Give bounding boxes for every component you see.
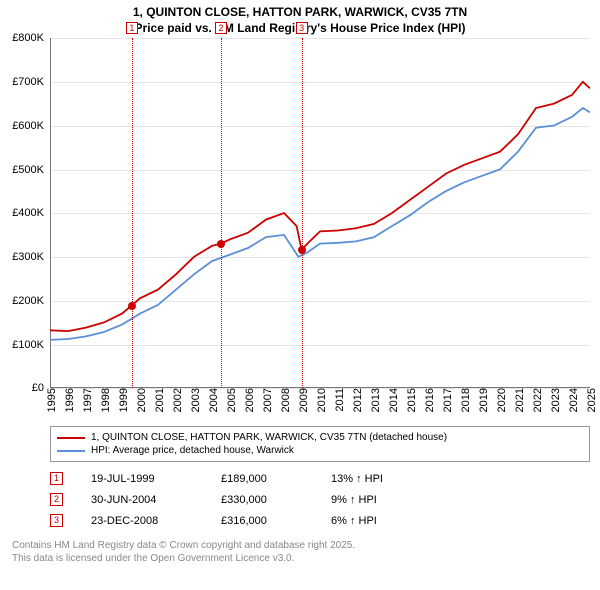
event-dot-2 bbox=[217, 240, 225, 248]
x-tick-label: 2009 bbox=[294, 388, 310, 412]
y-tick-label: £800K bbox=[12, 32, 44, 44]
legend-swatch-property bbox=[57, 437, 85, 439]
legend-label-hpi: HPI: Average price, detached house, Warw… bbox=[91, 445, 294, 456]
event-vline-1 bbox=[132, 38, 133, 388]
event-row-price: £316,000 bbox=[221, 515, 331, 527]
legend-label-property: 1, QUINTON CLOSE, HATTON PARK, WARWICK, … bbox=[91, 432, 447, 443]
x-tick-label: 2005 bbox=[222, 388, 238, 412]
x-tick-label: 2016 bbox=[420, 388, 436, 412]
footer-line-2: This data is licensed under the Open Gov… bbox=[12, 552, 590, 565]
x-tick-label: 2025 bbox=[582, 388, 598, 412]
legend-item-property: 1, QUINTON CLOSE, HATTON PARK, WARWICK, … bbox=[57, 431, 583, 444]
x-tick-label: 2012 bbox=[348, 388, 364, 412]
event-row-delta: 6% ↑ HPI bbox=[331, 515, 590, 527]
chart-plot-area: £0£100K£200K£300K£400K£500K£600K£700K£80… bbox=[50, 38, 590, 388]
event-row-delta: 13% ↑ HPI bbox=[331, 473, 590, 485]
y-tick-label: £200K bbox=[12, 295, 44, 307]
footer-attribution: Contains HM Land Registry data © Crown c… bbox=[12, 539, 590, 565]
event-marker-3: 3 bbox=[296, 22, 308, 34]
event-dot-1 bbox=[128, 302, 136, 310]
x-tick-label: 2015 bbox=[402, 388, 418, 412]
event-row-delta: 9% ↑ HPI bbox=[331, 494, 590, 506]
x-tick-label: 2010 bbox=[312, 388, 328, 412]
x-tick-label: 2001 bbox=[150, 388, 166, 412]
x-tick-label: 2002 bbox=[168, 388, 184, 412]
y-tick-label: £700K bbox=[12, 76, 44, 88]
x-tick-label: 2006 bbox=[240, 388, 256, 412]
chart-legend: 1, QUINTON CLOSE, HATTON PARK, WARWICK, … bbox=[50, 426, 590, 462]
x-tick-label: 2007 bbox=[258, 388, 274, 412]
event-vline-3 bbox=[302, 38, 303, 388]
x-tick-label: 1996 bbox=[60, 388, 76, 412]
event-marker-2: 2 bbox=[215, 22, 227, 34]
x-tick-label: 1997 bbox=[78, 388, 94, 412]
event-dot-3 bbox=[298, 246, 306, 254]
x-tick-label: 2014 bbox=[384, 388, 400, 412]
event-row-date: 30-JUN-2004 bbox=[91, 494, 221, 506]
x-tick-label: 2022 bbox=[528, 388, 544, 412]
x-tick-label: 2013 bbox=[366, 388, 382, 412]
x-tick-label: 1999 bbox=[114, 388, 130, 412]
event-table: 1 19-JUL-1999£189,00013% ↑ HPI 2 30-JUN-200… bbox=[50, 468, 590, 531]
event-row-price: £189,000 bbox=[221, 473, 331, 485]
y-tick-label: £400K bbox=[12, 207, 44, 219]
event-vline-2 bbox=[221, 38, 222, 388]
event-row-price: £330,000 bbox=[221, 494, 331, 506]
x-tick-label: 2020 bbox=[492, 388, 508, 412]
event-row-1: 1 19-JUL-1999£189,00013% ↑ HPI bbox=[50, 468, 590, 489]
event-marker-1: 1 bbox=[126, 22, 138, 34]
title-line-1: 1, QUINTON CLOSE, HATTON PARK, WARWICK, … bbox=[0, 4, 600, 20]
x-tick-label: 2003 bbox=[186, 388, 202, 412]
x-tick-label: 1995 bbox=[42, 388, 58, 412]
event-row-date: 23-DEC-2008 bbox=[91, 515, 221, 527]
x-tick-label: 2017 bbox=[438, 388, 454, 412]
x-tick-label: 2004 bbox=[204, 388, 220, 412]
footer-line-1: Contains HM Land Registry data © Crown c… bbox=[12, 539, 590, 552]
x-tick-label: 2019 bbox=[474, 388, 490, 412]
x-tick-label: 2023 bbox=[546, 388, 562, 412]
legend-item-hpi: HPI: Average price, detached house, Warw… bbox=[57, 444, 583, 457]
y-tick-label: £100K bbox=[12, 339, 44, 351]
legend-swatch-hpi bbox=[57, 450, 85, 452]
y-tick-label: £600K bbox=[12, 120, 44, 132]
x-tick-label: 2021 bbox=[510, 388, 526, 412]
event-row-marker: 1 bbox=[50, 472, 63, 485]
event-row-marker: 3 bbox=[50, 514, 63, 527]
x-tick-label: 2024 bbox=[564, 388, 580, 412]
event-row-marker: 2 bbox=[50, 493, 63, 506]
event-row-2: 2 30-JUN-2004£330,0009% ↑ HPI bbox=[50, 489, 590, 510]
y-tick-label: £500K bbox=[12, 164, 44, 176]
event-row-date: 19-JUL-1999 bbox=[91, 473, 221, 485]
x-tick-label: 2018 bbox=[456, 388, 472, 412]
x-tick-label: 2008 bbox=[276, 388, 292, 412]
x-tick-label: 2000 bbox=[132, 388, 148, 412]
event-row-3: 3 23-DEC-2008£316,0006% ↑ HPI bbox=[50, 510, 590, 531]
y-tick-label: £300K bbox=[12, 251, 44, 263]
x-tick-label: 1998 bbox=[96, 388, 112, 412]
x-tick-label: 2011 bbox=[330, 388, 346, 412]
